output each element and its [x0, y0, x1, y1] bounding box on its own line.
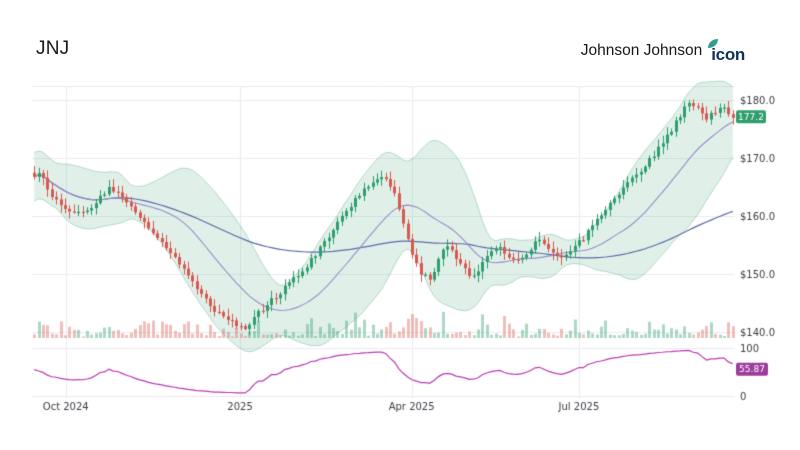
ticker-symbol: JNJ	[36, 38, 70, 59]
company-name: Johnson Johnson	[580, 42, 703, 59]
brand-logo: icon	[708, 39, 745, 64]
chart-header-right: Johnson Johnson icon	[581, 39, 745, 63]
brand-logo-text: icon	[711, 45, 745, 64]
leaf-icon	[708, 39, 719, 48]
